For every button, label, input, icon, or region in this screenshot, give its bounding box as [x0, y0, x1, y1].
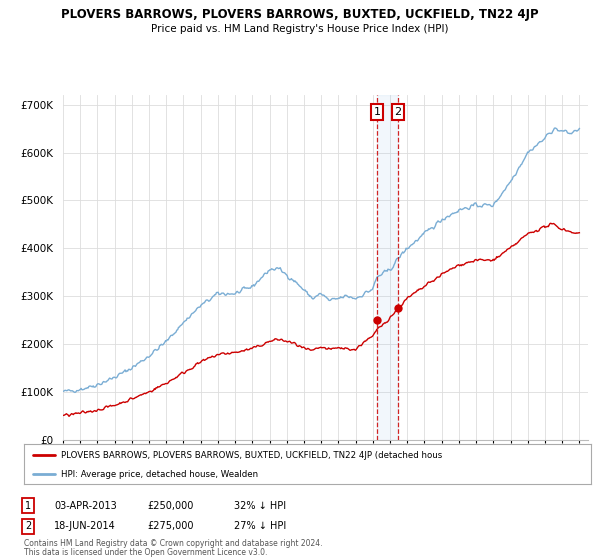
Text: This data is licensed under the Open Government Licence v3.0.: This data is licensed under the Open Gov… [24, 548, 268, 557]
Text: 32% ↓ HPI: 32% ↓ HPI [234, 501, 286, 511]
Text: 27% ↓ HPI: 27% ↓ HPI [234, 521, 286, 531]
Text: 1: 1 [25, 501, 31, 511]
Text: 03-APR-2013: 03-APR-2013 [54, 501, 117, 511]
Text: 2: 2 [394, 107, 401, 117]
Text: PLOVERS BARROWS, PLOVERS BARROWS, BUXTED, UCKFIELD, TN22 4JP: PLOVERS BARROWS, PLOVERS BARROWS, BUXTED… [61, 8, 539, 21]
Text: PLOVERS BARROWS, PLOVERS BARROWS, BUXTED, UCKFIELD, TN22 4JP (detached hous: PLOVERS BARROWS, PLOVERS BARROWS, BUXTED… [61, 451, 442, 460]
Text: £275,000: £275,000 [147, 521, 193, 531]
Text: £250,000: £250,000 [147, 501, 193, 511]
Text: 2: 2 [25, 521, 31, 531]
Text: HPI: Average price, detached house, Wealden: HPI: Average price, detached house, Weal… [61, 470, 258, 479]
Text: Price paid vs. HM Land Registry's House Price Index (HPI): Price paid vs. HM Land Registry's House … [151, 24, 449, 34]
Bar [377, 95, 398, 440]
Text: Contains HM Land Registry data © Crown copyright and database right 2024.: Contains HM Land Registry data © Crown c… [24, 539, 323, 548]
Text: 18-JUN-2014: 18-JUN-2014 [54, 521, 116, 531]
Text: 1: 1 [374, 107, 380, 117]
